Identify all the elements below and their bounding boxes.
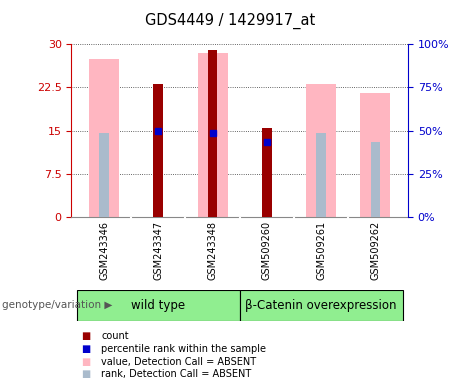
Bar: [154, 84, 163, 217]
Bar: [99, 134, 109, 217]
Text: value, Detection Call = ABSENT: value, Detection Call = ABSENT: [101, 357, 256, 367]
Text: ■: ■: [81, 344, 90, 354]
Text: ■: ■: [81, 331, 90, 341]
Bar: [89, 58, 119, 217]
Text: GSM243347: GSM243347: [154, 220, 163, 280]
FancyBboxPatch shape: [240, 290, 402, 321]
Text: ■: ■: [81, 357, 90, 367]
Bar: [306, 84, 336, 217]
Text: GDS4449 / 1429917_at: GDS4449 / 1429917_at: [145, 13, 316, 29]
Bar: [262, 127, 272, 217]
FancyBboxPatch shape: [77, 290, 240, 321]
Bar: [208, 134, 218, 217]
Bar: [198, 53, 228, 217]
Bar: [316, 134, 326, 217]
Text: count: count: [101, 331, 129, 341]
Text: GSM509260: GSM509260: [262, 220, 272, 280]
Text: percentile rank within the sample: percentile rank within the sample: [101, 344, 266, 354]
Bar: [208, 50, 218, 217]
Bar: [361, 93, 390, 217]
Text: GSM243346: GSM243346: [99, 220, 109, 280]
Text: rank, Detection Call = ABSENT: rank, Detection Call = ABSENT: [101, 369, 252, 379]
Text: ■: ■: [81, 369, 90, 379]
Text: wild type: wild type: [131, 299, 185, 312]
Text: GSM509261: GSM509261: [316, 220, 326, 280]
Text: genotype/variation ▶: genotype/variation ▶: [2, 300, 112, 310]
Text: β-Catenin overexpression: β-Catenin overexpression: [245, 299, 397, 312]
Text: GSM509262: GSM509262: [371, 220, 380, 280]
Bar: [371, 142, 380, 217]
Text: GSM243348: GSM243348: [207, 220, 218, 280]
